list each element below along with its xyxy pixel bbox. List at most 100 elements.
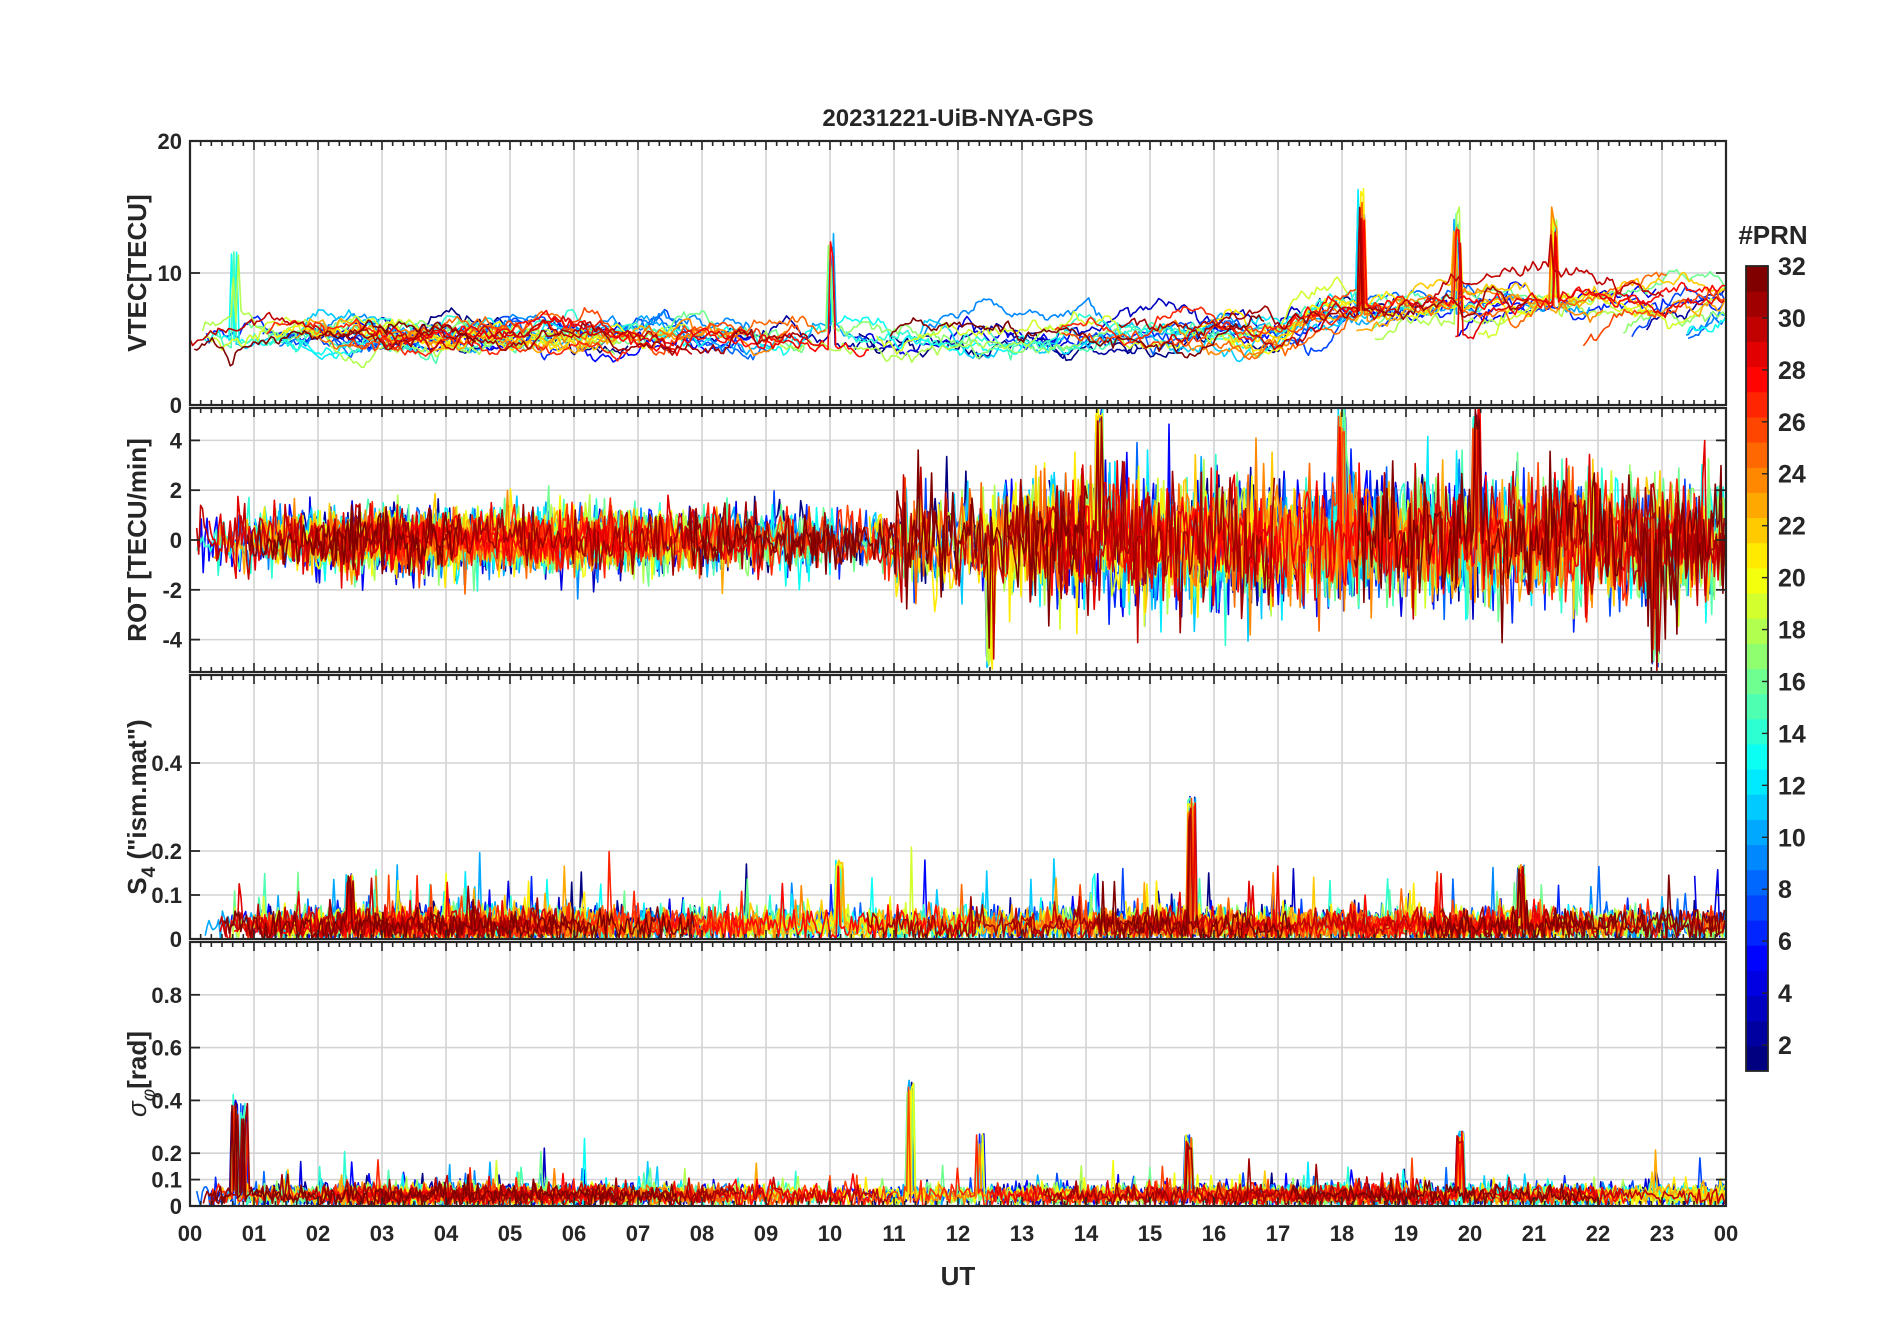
x-tick-label: 23 xyxy=(1650,1221,1674,1246)
y-tick-label: 0.2 xyxy=(151,839,182,864)
colorbar-tick-label: 4 xyxy=(1778,980,1792,1008)
y-tick-label: 0 xyxy=(170,927,182,952)
colorbar-tick-label: 24 xyxy=(1778,461,1806,489)
series-line-prn-32 xyxy=(208,1102,679,1206)
colorbar-swatch xyxy=(1746,492,1768,519)
colorbar-swatch xyxy=(1746,517,1768,544)
series-line-prn-29 xyxy=(1455,231,1725,340)
x-tick-label: 21 xyxy=(1522,1221,1546,1246)
y-tick-label: 0.4 xyxy=(151,1088,182,1113)
colorbar-swatch xyxy=(1746,668,1768,695)
series-line-prn-31 xyxy=(308,500,862,576)
series-group xyxy=(195,1079,1726,1206)
colorbar-tick-label: 32 xyxy=(1778,253,1806,281)
series-line-prn-11 xyxy=(906,306,1406,363)
x-tick-label: 00 xyxy=(178,1221,202,1246)
y-tick-label: -2 xyxy=(162,578,182,603)
colorbar-swatch xyxy=(1746,366,1768,393)
colorbar-swatch xyxy=(1746,316,1768,342)
colorbar-swatch xyxy=(1746,643,1768,669)
colorbar-tick-label: 28 xyxy=(1778,357,1806,385)
x-tick-label: 05 xyxy=(498,1221,522,1246)
colorbar-swatch xyxy=(1746,341,1768,368)
y-tick-label: 0 xyxy=(170,393,182,418)
colorbar-tick-label: 8 xyxy=(1778,876,1792,904)
colorbar-swatch xyxy=(1746,718,1768,745)
series-line-prn-9 xyxy=(284,309,757,347)
x-tick-label: 16 xyxy=(1202,1221,1226,1246)
series-line-prn-22 xyxy=(1227,214,1725,359)
series-line-prn-7 xyxy=(1631,285,1725,338)
y-tick-label: 20 xyxy=(158,129,182,154)
colorbar-tick-label: 2 xyxy=(1778,1032,1792,1060)
x-tick-label: 00 xyxy=(1714,1221,1738,1246)
colorbar-swatch xyxy=(1746,970,1768,997)
colorbar-frame xyxy=(1745,265,1769,1072)
series-group xyxy=(195,408,1726,672)
series-line-prn-32 xyxy=(222,875,695,939)
colorbar-tick-label: 12 xyxy=(1778,772,1806,800)
y-axis-label: ROT [TECU/min] xyxy=(122,438,152,642)
x-tick-label: 04 xyxy=(434,1221,459,1246)
series-line-prn-29 xyxy=(1057,459,1355,611)
panel-s4: 0 0.1 0.2 0.4S4 ("ism.mat") xyxy=(122,673,1728,952)
series-line-prn-32 xyxy=(247,504,460,576)
colorbar-swatch xyxy=(1746,416,1768,443)
series-line-prn-31 xyxy=(344,321,809,356)
colorbar-swatch xyxy=(1746,266,1768,292)
colorbar-swatch xyxy=(1746,291,1768,317)
panel-vtec: 0 10 20 VTEC[TECU] xyxy=(122,129,1728,418)
y-axis-label: VTEC[TECU] xyxy=(122,194,152,351)
series-line-prn-30 xyxy=(1166,217,1664,351)
series-line-prn-32 xyxy=(1096,880,1292,939)
x-tick-label: 13 xyxy=(1010,1221,1034,1246)
colorbar-swatch xyxy=(1746,995,1768,1022)
series-line-prn-31 xyxy=(323,880,588,939)
x-tick-label: 18 xyxy=(1330,1221,1354,1246)
series-line-prn-8 xyxy=(1687,311,1725,340)
colorbar-swatch xyxy=(1746,618,1768,644)
panel-rot: -4 -2 0 2 4 ROT [TECU/min] xyxy=(122,406,1728,674)
colorbar-label: #PRN xyxy=(1738,220,1807,250)
x-axis-label: UT xyxy=(941,1261,976,1291)
series-group xyxy=(204,795,1726,939)
x-tick-label: 20 xyxy=(1458,1221,1482,1246)
colorbar-swatch xyxy=(1746,467,1768,493)
x-tick-label: 10 xyxy=(818,1221,842,1246)
series-line-prn-26 xyxy=(348,306,801,356)
colorbar-swatch xyxy=(1746,869,1768,896)
colorbar-tick-label: 16 xyxy=(1778,668,1806,696)
y-tick-label: 4 xyxy=(170,428,183,453)
y-tick-label: 0.4 xyxy=(151,751,182,776)
colorbar-tick-label: 14 xyxy=(1778,720,1806,748)
x-tick-label: 14 xyxy=(1074,1221,1099,1246)
series-line-prn-30 xyxy=(190,311,693,355)
series-line-prn-31 xyxy=(1631,483,1725,672)
series-line-prn-13 xyxy=(202,251,414,360)
colorbar-tick-label: 10 xyxy=(1778,824,1806,852)
y-tick-label: 10 xyxy=(158,261,182,286)
y-tick-label: 2 xyxy=(170,478,182,503)
series-line-prn-32 xyxy=(1353,408,1726,664)
x-tick-label: 12 xyxy=(946,1221,970,1246)
series-line-prn-31 xyxy=(1118,206,1529,338)
x-tick-label: 08 xyxy=(690,1221,714,1246)
series-line-prn-32 xyxy=(889,314,1265,359)
series-line-prn-7 xyxy=(1072,314,1348,357)
colorbar-swatch xyxy=(1746,593,1768,619)
series-line-prn-31 xyxy=(1006,416,1276,634)
series-group xyxy=(190,187,1726,369)
colorbar-tick-label: 6 xyxy=(1778,928,1792,956)
colorbar-tick-label: 30 xyxy=(1778,305,1806,333)
x-tick-label: 19 xyxy=(1394,1221,1418,1246)
colorbar-swatch xyxy=(1746,769,1768,795)
series-line-prn-28 xyxy=(637,865,975,939)
x-tick-label: 01 xyxy=(242,1221,266,1246)
y-tick-label: 0.8 xyxy=(151,983,182,1008)
y-axis-label: σφ[rad] xyxy=(122,1031,160,1117)
colorbar-tick-label: 22 xyxy=(1778,513,1806,541)
y-tick-label: 0.1 xyxy=(151,1168,182,1193)
series-line-prn-6 xyxy=(1381,225,1726,328)
y-tick-label: 0.1 xyxy=(151,883,182,908)
series-line-prn-9 xyxy=(913,296,1126,344)
